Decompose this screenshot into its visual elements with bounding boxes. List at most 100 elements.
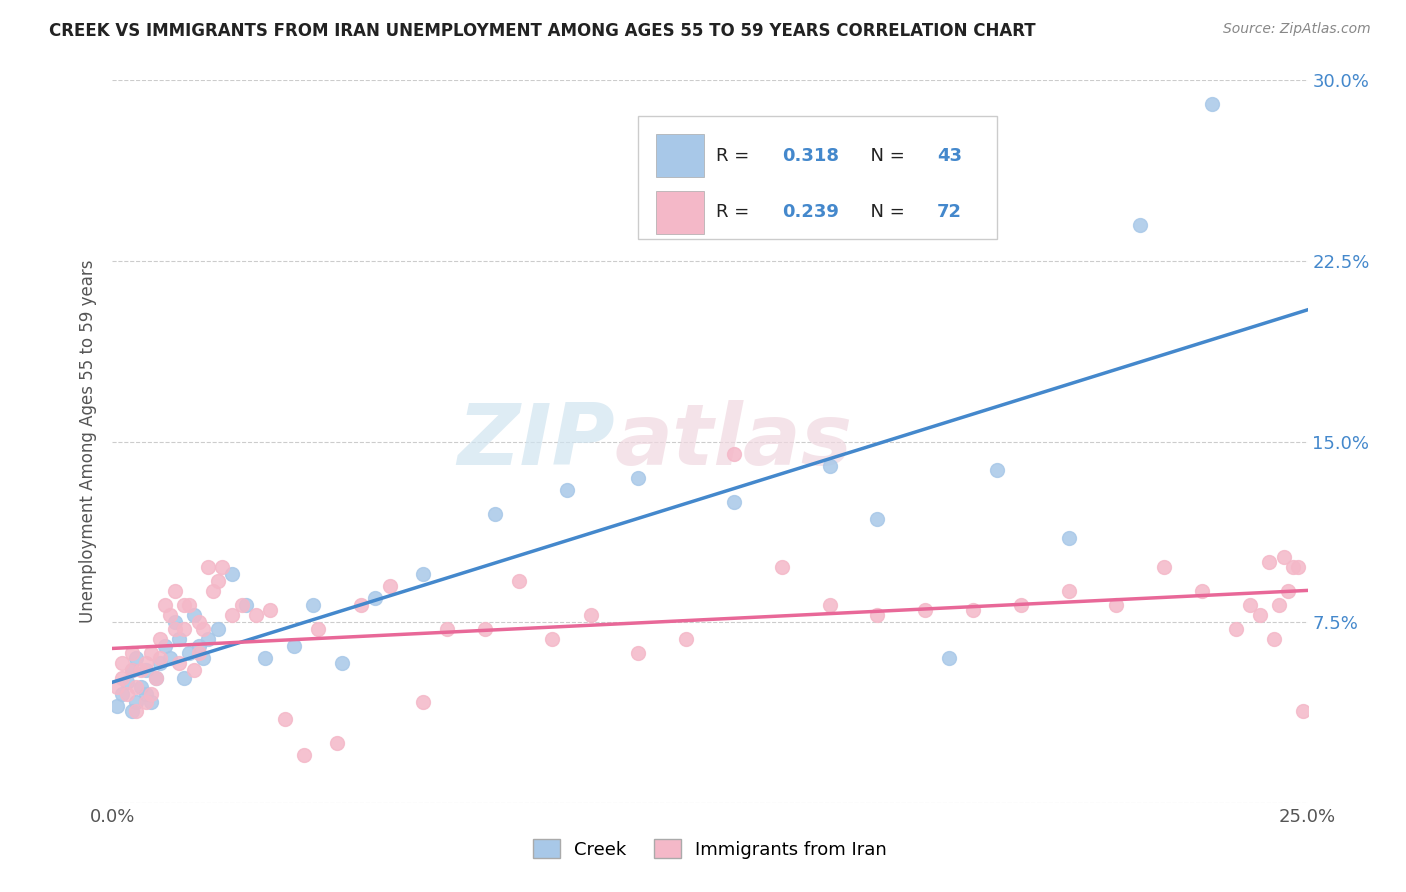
Point bbox=[326, 735, 349, 749]
Point bbox=[121, 704, 143, 718]
Point bbox=[273, 712, 295, 726]
Point bbox=[207, 623, 229, 637]
Point bbox=[105, 680, 128, 694]
Point bbox=[378, 579, 401, 593]
Point bbox=[121, 647, 143, 661]
Point bbox=[115, 675, 138, 690]
Point bbox=[169, 632, 191, 646]
Point bbox=[173, 599, 195, 613]
Point bbox=[723, 446, 745, 460]
Point bbox=[197, 559, 219, 574]
Point bbox=[231, 599, 253, 613]
Point bbox=[197, 632, 219, 646]
Point bbox=[675, 632, 697, 646]
Point bbox=[121, 664, 143, 678]
Text: R =: R = bbox=[716, 146, 755, 165]
Point bbox=[111, 656, 134, 670]
Point bbox=[818, 458, 841, 473]
Point bbox=[221, 567, 243, 582]
Point bbox=[173, 623, 195, 637]
Point bbox=[1263, 632, 1285, 646]
Point bbox=[169, 656, 191, 670]
Point bbox=[149, 632, 172, 646]
Point bbox=[330, 656, 353, 670]
Point bbox=[484, 507, 506, 521]
Point bbox=[818, 599, 841, 613]
Point bbox=[211, 559, 233, 574]
Point bbox=[129, 664, 152, 678]
Point bbox=[1201, 97, 1223, 112]
Point bbox=[149, 656, 172, 670]
Point bbox=[1249, 607, 1271, 622]
Y-axis label: Unemployment Among Ages 55 to 59 years: Unemployment Among Ages 55 to 59 years bbox=[79, 260, 97, 624]
Point bbox=[364, 591, 387, 605]
Point bbox=[770, 559, 793, 574]
Point bbox=[139, 647, 162, 661]
Point bbox=[163, 623, 186, 637]
Point bbox=[1129, 218, 1152, 232]
Text: Source: ZipAtlas.com: Source: ZipAtlas.com bbox=[1223, 22, 1371, 37]
Point bbox=[1239, 599, 1261, 613]
Point bbox=[436, 623, 458, 637]
Point bbox=[254, 651, 277, 665]
Point bbox=[1191, 583, 1213, 598]
Point bbox=[201, 583, 224, 598]
Point bbox=[183, 664, 205, 678]
Point bbox=[1105, 599, 1128, 613]
Point bbox=[412, 567, 434, 582]
Point bbox=[111, 687, 134, 701]
Point bbox=[149, 651, 172, 665]
Point bbox=[962, 603, 984, 617]
Point bbox=[129, 680, 152, 694]
Point bbox=[259, 603, 281, 617]
Point bbox=[183, 607, 205, 622]
Point bbox=[283, 639, 305, 653]
Point bbox=[474, 623, 496, 637]
Legend: Creek, Immigrants from Iran: Creek, Immigrants from Iran bbox=[526, 832, 894, 866]
Point bbox=[135, 656, 157, 670]
Text: ZIP: ZIP bbox=[457, 400, 614, 483]
Point bbox=[1286, 559, 1309, 574]
Point bbox=[163, 615, 186, 630]
Point bbox=[235, 599, 257, 613]
Point bbox=[111, 671, 134, 685]
Point bbox=[177, 599, 200, 613]
Point bbox=[292, 747, 315, 762]
Text: 43: 43 bbox=[938, 146, 962, 165]
Point bbox=[135, 687, 157, 701]
Point bbox=[302, 599, 325, 613]
Point bbox=[866, 511, 889, 525]
Point bbox=[723, 494, 745, 508]
Point bbox=[125, 695, 148, 709]
Text: 0.318: 0.318 bbox=[782, 146, 839, 165]
Point bbox=[125, 651, 148, 665]
Point bbox=[1282, 559, 1305, 574]
Point bbox=[1292, 704, 1315, 718]
Point bbox=[350, 599, 373, 613]
Point bbox=[135, 664, 157, 678]
Point bbox=[1057, 583, 1080, 598]
Point bbox=[1277, 583, 1299, 598]
Point bbox=[125, 704, 148, 718]
Point bbox=[245, 607, 267, 622]
Point bbox=[145, 671, 167, 685]
Point bbox=[115, 687, 138, 701]
Point bbox=[153, 639, 176, 653]
FancyBboxPatch shape bbox=[638, 116, 997, 239]
Point bbox=[145, 671, 167, 685]
Text: atlas: atlas bbox=[614, 400, 852, 483]
Point bbox=[159, 651, 181, 665]
Point bbox=[207, 574, 229, 589]
Point bbox=[135, 695, 157, 709]
Point bbox=[508, 574, 530, 589]
Point bbox=[1010, 599, 1032, 613]
Point bbox=[307, 623, 329, 637]
Point bbox=[221, 607, 243, 622]
Text: 0.239: 0.239 bbox=[782, 203, 838, 221]
Text: N =: N = bbox=[859, 146, 911, 165]
Point bbox=[139, 695, 162, 709]
Point bbox=[1225, 623, 1247, 637]
Point bbox=[627, 647, 650, 661]
Point bbox=[1268, 599, 1291, 613]
Point bbox=[938, 651, 960, 665]
